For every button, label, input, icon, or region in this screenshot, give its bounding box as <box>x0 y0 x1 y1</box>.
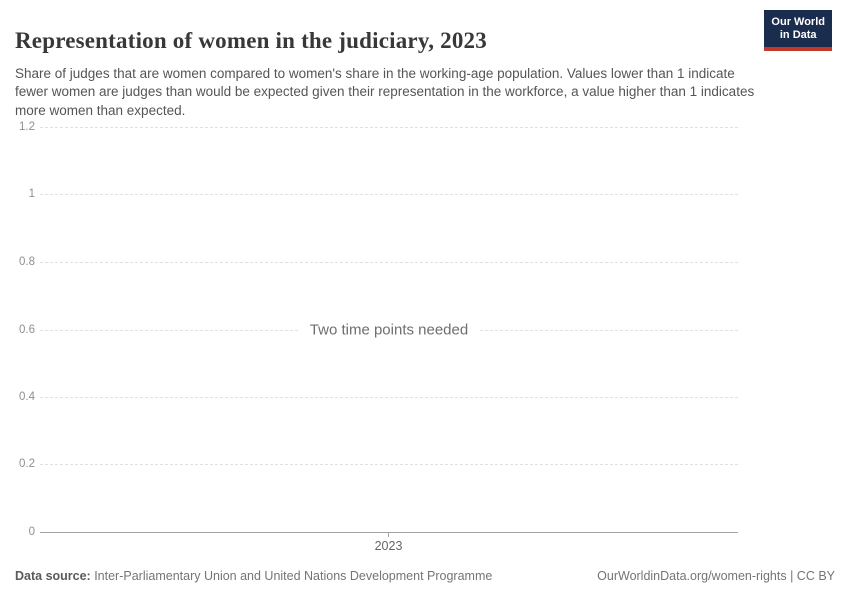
gridline <box>40 194 738 195</box>
y-axis-tick-label: 0.8 <box>19 256 35 268</box>
owid-logo-line1: Our World <box>771 16 825 28</box>
gridline <box>40 127 738 128</box>
y-axis-tick-label: 1 <box>28 188 35 200</box>
datasource-label: Data source: <box>15 569 91 583</box>
datasource-value: Inter-Parliamentary Union and United Nat… <box>90 569 493 583</box>
x-axis-line <box>40 532 738 533</box>
y-axis-tick-label: 0 <box>28 526 35 538</box>
x-axis-tick <box>388 532 389 537</box>
page-title: Representation of women in the judiciary… <box>15 28 487 54</box>
footer-link[interactable]: OurWorldinData.org/women-rights <box>597 569 787 583</box>
owid-logo-line2: in Data <box>779 29 817 41</box>
gridline <box>40 262 738 263</box>
footer-datasource: Data source: Inter-Parliamentary Union a… <box>15 569 492 583</box>
footer-attribution: OurWorldinData.org/women-rights | CC BY <box>597 569 835 583</box>
gridline <box>40 464 738 465</box>
chart-subtitle: Share of judges that are women compared … <box>15 65 755 118</box>
footer-separator: | <box>786 569 797 583</box>
x-axis-tick-label: 2023 <box>374 539 403 553</box>
owid-logo[interactable]: Our World in Data <box>764 10 832 51</box>
gridline <box>40 397 738 398</box>
y-axis-tick-label: 1.2 <box>19 121 35 133</box>
footer-license[interactable]: CC BY <box>796 569 835 583</box>
chart-empty-message: Two time points needed <box>297 319 481 341</box>
y-axis-tick-label: 0.4 <box>19 391 35 403</box>
y-axis-tick-label: 0.6 <box>19 324 35 336</box>
y-axis-tick-label: 0.2 <box>19 458 35 470</box>
